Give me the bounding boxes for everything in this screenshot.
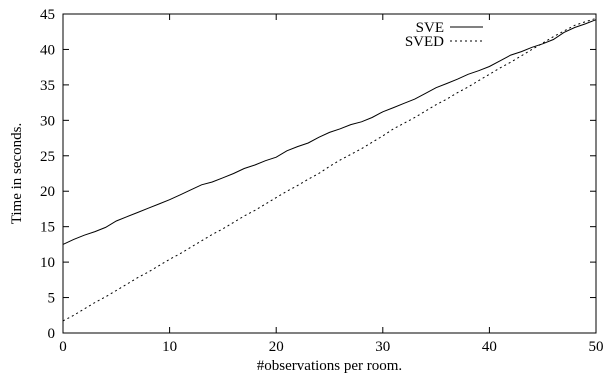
x-tick-label: 10 — [162, 339, 177, 355]
x-tick-label: 50 — [589, 339, 604, 355]
y-tick-label: 10 — [40, 255, 55, 271]
y-tick-label: 5 — [48, 291, 56, 307]
plot-frame — [62, 13, 597, 334]
y-axis-title: Time in seconds. — [9, 123, 25, 225]
y-tick-label: 20 — [40, 184, 55, 200]
y-tick-label: 35 — [40, 78, 55, 94]
series-line-sved — [62, 17, 597, 322]
y-tick-label: 0 — [48, 326, 56, 342]
y-tick-label: 25 — [40, 149, 55, 165]
y-tick-label: 40 — [40, 42, 55, 58]
x-tick-label: 20 — [269, 339, 284, 355]
y-tick-label: 15 — [40, 220, 55, 236]
series-line-sve — [62, 19, 597, 245]
series-layer — [62, 17, 597, 322]
x-tick-label: 40 — [482, 339, 497, 355]
x-tick-label: 0 — [59, 339, 67, 355]
x-axis-title: #observations per room. — [257, 358, 402, 374]
legend-label-sve: SVE — [416, 20, 444, 36]
x-tick-label: 30 — [375, 339, 390, 355]
y-tick-label: 30 — [40, 113, 55, 129]
legend-label-sved: SVED — [405, 34, 444, 50]
axis-ticks: 0 10 20 30 40 50 0 5 10 15 20 25 30 35 40 45 — [40, 7, 604, 355]
y-tick-label: 45 — [40, 7, 55, 23]
